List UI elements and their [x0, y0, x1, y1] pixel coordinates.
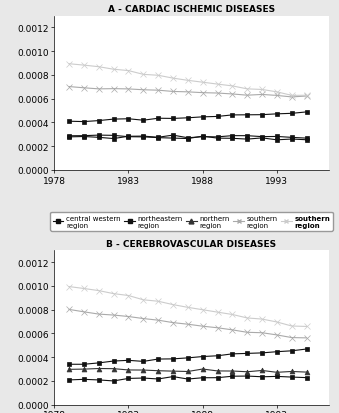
Title: B - CEREBROVASCULAR DISEASES: B - CEREBROVASCULAR DISEASES	[106, 240, 277, 249]
Title: A - CARDIAC ISCHEMIC DISEASES: A - CARDIAC ISCHEMIC DISEASES	[108, 5, 275, 14]
Legend: central western
region, northeastern
region, northern
region, southern
region, s: central western region, northeastern reg…	[50, 213, 333, 231]
